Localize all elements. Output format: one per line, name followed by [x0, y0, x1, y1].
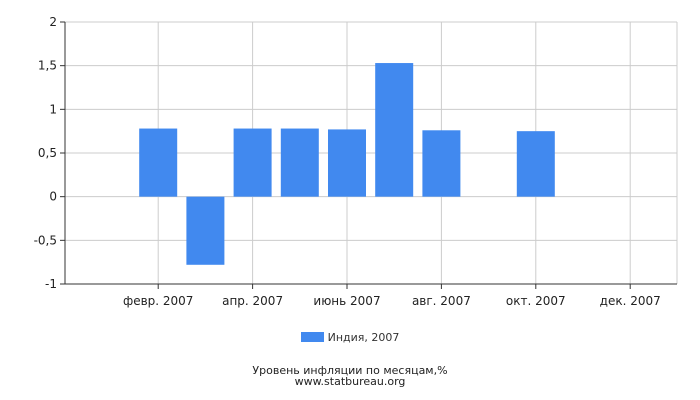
- y-tick-label: 1: [49, 102, 57, 116]
- x-tick-label: дек. 2007: [600, 294, 661, 308]
- legend: Индия, 2007: [0, 331, 700, 344]
- x-tick-label: авг. 2007: [412, 294, 471, 308]
- y-tick-label: 1,5: [38, 59, 57, 73]
- chart: -1 -0,5 0 0,5 1 1,5 2 февр. 2007 апр. 2007 июнь …: [34, 15, 678, 308]
- x-tick-label: окт. 2007: [506, 294, 566, 308]
- bar: [233, 128, 272, 197]
- y-tick-label: 0,5: [38, 146, 57, 160]
- bar: [328, 129, 366, 197]
- bar: [422, 130, 461, 197]
- site-url: www.statbureau.org: [294, 375, 406, 388]
- chart-caption: Уровень инфляции по месяцам,%: [252, 364, 448, 377]
- x-tick-label: февр. 2007: [123, 294, 194, 308]
- legend-swatch: [300, 332, 324, 342]
- x-tick-label: июнь 2007: [313, 294, 380, 308]
- bar: [375, 63, 414, 197]
- y-tick-label: -0,5: [34, 233, 57, 247]
- x-tick-labels: февр. 2007 апр. 2007 июнь 2007 авг. 2007 окт…: [123, 294, 661, 308]
- y-tick-labels: -1 -0,5 0 0,5 1 1,5 2: [34, 15, 57, 291]
- y-tick-label: -1: [45, 277, 57, 291]
- bar: [139, 128, 178, 197]
- y-tick-label: 2: [49, 15, 57, 29]
- bar: [280, 128, 319, 197]
- grid-lines: [65, 21, 678, 285]
- x-tick-label: апр. 2007: [222, 294, 283, 308]
- bar: [516, 131, 555, 197]
- bars: [139, 63, 555, 265]
- axes: [60, 21, 677, 289]
- legend-label: Индия, 2007: [327, 331, 400, 344]
- y-tick-label: 0: [49, 190, 57, 204]
- bar: [186, 196, 225, 265]
